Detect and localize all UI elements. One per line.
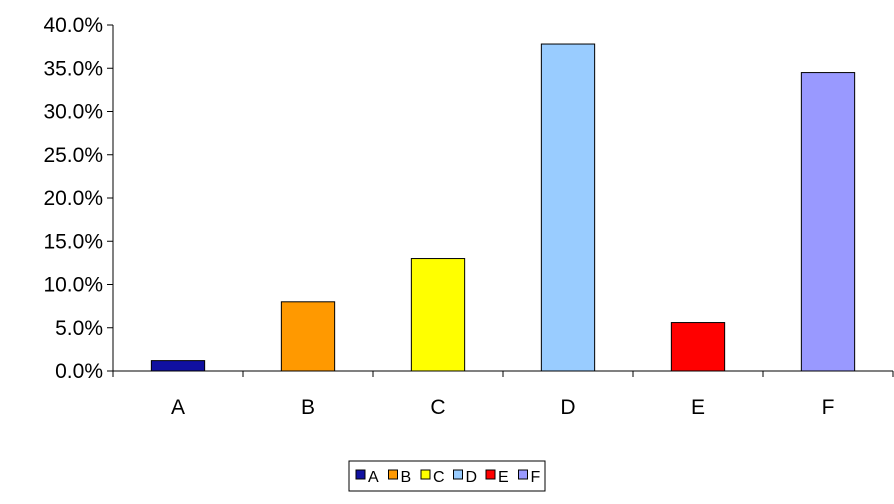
legend-box: [348, 460, 546, 492]
legend-swatch-c: [420, 469, 431, 480]
y-tick-label: 20.0%: [43, 187, 103, 210]
legend-swatch-e: [485, 469, 496, 480]
legend-swatch-b: [388, 469, 398, 480]
legend-label: A: [368, 469, 379, 486]
legend-label: C: [433, 469, 445, 486]
x-tick-label: B: [301, 396, 315, 419]
bars: [150, 43, 856, 372]
x-tick-label: E: [691, 396, 705, 419]
x-tick-label: A: [171, 396, 185, 419]
legend-label: D: [466, 469, 478, 486]
bar-d: [540, 43, 596, 372]
bar-c: [410, 258, 466, 372]
x-tick-label: D: [560, 396, 575, 419]
y-tick-label: 35.0%: [43, 57, 103, 80]
legend-label: B: [401, 469, 412, 486]
x-tick-label: F: [822, 396, 835, 419]
bar-f: [800, 72, 856, 372]
y-tick-label: 40.0%: [43, 14, 103, 37]
legend-label: E: [498, 469, 509, 486]
x-tick-label: C: [430, 396, 445, 419]
y-tick-label: 10.0%: [43, 274, 103, 297]
y-tick-label: 25.0%: [43, 144, 103, 167]
legend: A B C D E F: [348, 460, 546, 492]
bar-a: [150, 360, 206, 372]
legend-swatch-a: [355, 469, 366, 480]
y-tick-label: 5.0%: [55, 317, 103, 340]
legend-label: F: [531, 469, 541, 486]
y-tick-label: 15.0%: [43, 230, 103, 253]
y-axis: 0.0% 5.0% 10.0% 15.0% 20.0% 25.0% 30.0% 35.0% 40…: [43, 14, 114, 383]
bar-b: [280, 301, 336, 372]
legend-swatch-d: [453, 469, 463, 480]
y-tick-label: 30.0%: [43, 101, 103, 124]
y-tick-label: 0.0%: [55, 360, 103, 383]
x-axis: A B C D E F: [112, 370, 894, 419]
bar-e: [670, 322, 726, 372]
legend-swatch-f: [518, 469, 528, 480]
